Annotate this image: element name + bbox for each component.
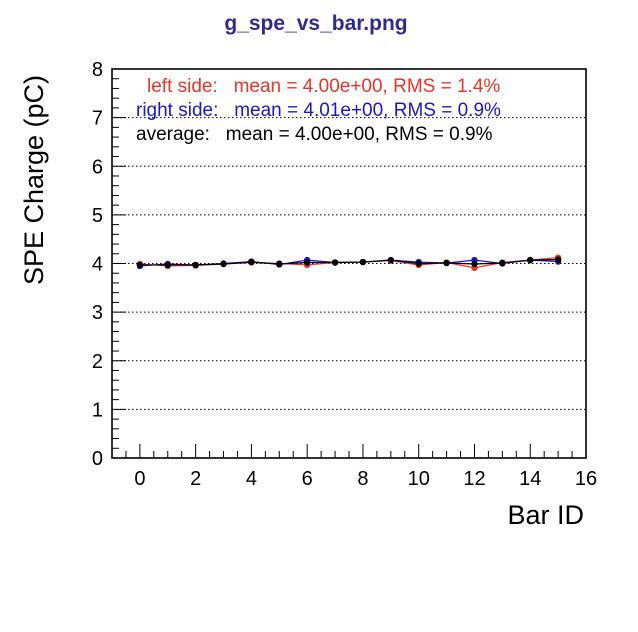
data-point [248, 258, 255, 266]
y-tick-label: 7 [92, 108, 103, 130]
x-tick-label: 8 [357, 468, 368, 490]
y-tick-label: 3 [92, 302, 103, 324]
data-point [276, 260, 283, 268]
x-tick-label: 16 [575, 468, 597, 490]
data-point [359, 258, 367, 266]
y-tick-label: 5 [92, 205, 103, 227]
y-tick-label: 4 [92, 254, 103, 276]
data-point [443, 259, 450, 267]
x-tick-label: 14 [519, 468, 541, 490]
legend-right-side: right side: mean = 4.01e+00, RMS = 0.9% [136, 100, 501, 121]
x-axis-label: Bar ID [507, 500, 584, 530]
data-point [387, 256, 395, 264]
x-tick-label: 12 [463, 468, 485, 490]
data-point [471, 260, 478, 268]
data-point [303, 259, 311, 266]
data-point [499, 259, 506, 267]
y-tick-label: 2 [92, 351, 103, 373]
data-point [527, 256, 534, 264]
x-tick-label: 4 [246, 468, 257, 490]
x-tick-label: 0 [134, 468, 145, 490]
data-point [164, 261, 171, 269]
series-group [136, 254, 562, 272]
y-tick-label: 8 [92, 59, 103, 81]
data-point [136, 261, 144, 269]
legend: left side: mean = 4.00e+00, RMS = 1.4% r… [136, 76, 501, 145]
y-axis-label: SPE Charge (pC) [19, 75, 49, 285]
gridlines [112, 117, 586, 410]
x-tick-label: 6 [302, 468, 313, 490]
series-average [136, 256, 562, 269]
data-point [220, 260, 227, 268]
series-line [139, 259, 559, 266]
legend-left-side: left side: mean = 4.00e+00, RMS = 1.4% [147, 76, 500, 97]
data-point [554, 256, 562, 263]
x-tick-label: 10 [408, 468, 430, 490]
y-tick-label: 1 [92, 399, 103, 421]
data-point [192, 261, 199, 269]
y-tick-label: 6 [92, 156, 103, 178]
chart-title: g_spe_vs_bar.png [224, 12, 407, 35]
data-point [331, 259, 339, 266]
legend-average: average: mean = 4.00e+00, RMS = 0.9% [136, 124, 493, 145]
x-tick-label: 2 [190, 468, 201, 490]
data-point [415, 260, 422, 267]
y-tick-label: 0 [92, 448, 103, 470]
